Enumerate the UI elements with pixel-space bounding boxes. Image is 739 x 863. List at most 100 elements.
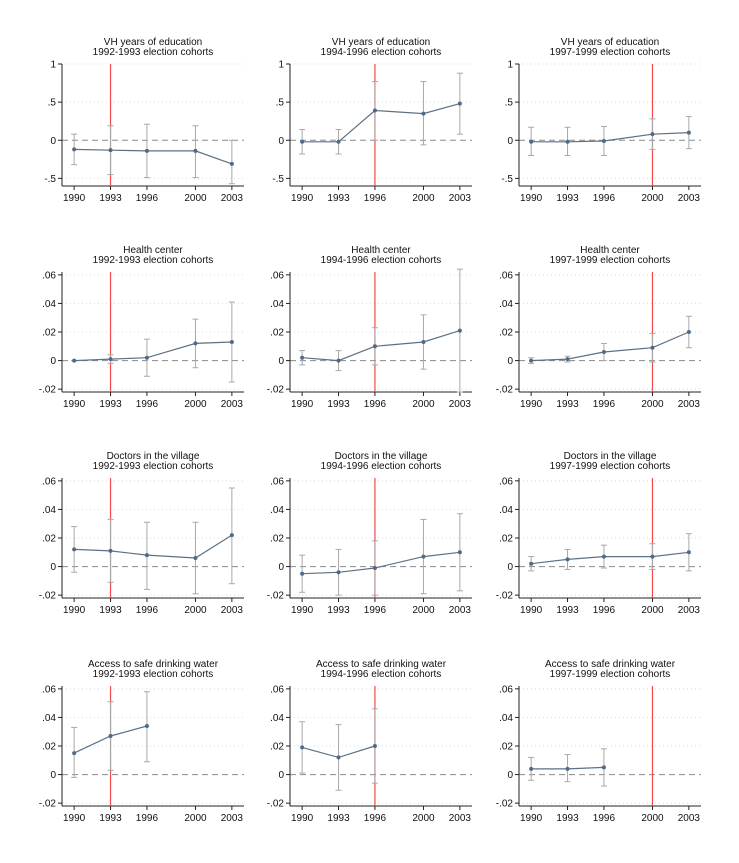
y-tick-label: .02 xyxy=(499,328,513,339)
x-tick-label: 1990 xyxy=(291,813,314,824)
x-tick-label: 2003 xyxy=(221,193,244,204)
x-tick-label: 1990 xyxy=(63,399,86,410)
y-tick-label: .02 xyxy=(42,328,56,339)
data-point xyxy=(565,357,570,362)
series-line xyxy=(74,148,233,165)
y-tick-label: .04 xyxy=(270,505,284,516)
data-point xyxy=(372,744,377,748)
y-tick-label: 0 xyxy=(507,356,513,367)
y-tick-label: .04 xyxy=(499,713,513,724)
data-point xyxy=(144,355,149,360)
series-line xyxy=(302,103,461,143)
x-tick-label: 2003 xyxy=(221,399,244,410)
series-line xyxy=(74,341,232,362)
x-tick-label: 2000 xyxy=(641,399,664,410)
y-tick-label: .04 xyxy=(42,505,56,516)
x-tick-label: 1996 xyxy=(593,399,616,410)
data-point xyxy=(336,570,341,575)
y-tick-label: .04 xyxy=(42,713,56,724)
y-tick-label: .04 xyxy=(499,505,513,516)
y-tick-label: 0 xyxy=(278,136,284,147)
data-point xyxy=(565,139,570,144)
y-tick-label: .06 xyxy=(499,476,513,487)
data-point xyxy=(193,148,198,153)
y-tick-label: .06 xyxy=(42,476,56,487)
x-tick-label: 1996 xyxy=(593,193,616,204)
x-tick-label: 2000 xyxy=(412,193,435,204)
x-tick-label: 1990 xyxy=(520,813,543,824)
y-tick-label: -.02 xyxy=(496,799,514,810)
data-point xyxy=(529,139,534,144)
data-point xyxy=(300,571,305,576)
data-point xyxy=(565,766,570,771)
x-tick-label: 1993 xyxy=(556,813,579,824)
data-point xyxy=(421,111,426,116)
x-tick-label: 1993 xyxy=(99,813,122,824)
y-tick-label: .06 xyxy=(499,684,513,695)
y-tick-label: -.02 xyxy=(496,591,514,602)
data-point xyxy=(193,341,198,346)
data-point xyxy=(529,358,534,363)
y-tick-label: -.02 xyxy=(39,385,57,396)
data-point xyxy=(601,350,606,354)
x-tick-label: 1993 xyxy=(327,605,350,616)
x-tick-label: 1996 xyxy=(136,813,159,824)
x-tick-label: 1993 xyxy=(556,605,579,616)
x-tick-label: 2000 xyxy=(641,193,664,204)
y-tick-label: 0 xyxy=(507,770,513,781)
panel-subtitle: 1992-1993 election cohorts xyxy=(93,47,214,58)
y-tick-label: .02 xyxy=(499,534,513,545)
x-tick-label: 1996 xyxy=(136,605,159,616)
x-tick-label: 1993 xyxy=(327,399,350,410)
data-point xyxy=(686,330,691,334)
data-point xyxy=(300,139,305,144)
panel-title: Doctors in the village xyxy=(564,451,657,462)
data-point xyxy=(336,755,341,760)
data-point xyxy=(650,345,655,350)
x-tick-label: 1990 xyxy=(63,605,86,616)
x-tick-label: 1993 xyxy=(556,399,579,410)
y-tick-label: 0 xyxy=(278,562,284,573)
y-tick-label: .02 xyxy=(42,742,56,753)
y-tick-label: .02 xyxy=(270,328,284,339)
data-point xyxy=(565,557,570,562)
y-tick-label: 1 xyxy=(50,60,56,71)
x-tick-label: 2000 xyxy=(641,605,664,616)
y-tick-label: -.02 xyxy=(39,799,57,810)
x-tick-label: 1993 xyxy=(556,193,579,204)
x-tick-label: 2003 xyxy=(678,399,701,410)
x-tick-label: 1996 xyxy=(136,399,159,410)
panel-subtitle: 1994-1996 election cohorts xyxy=(321,669,442,680)
y-tick-label: .5 xyxy=(505,98,514,109)
data-point xyxy=(650,554,655,559)
y-tick-label: .04 xyxy=(42,299,56,310)
panel-subtitle: 1992-1993 election cohorts xyxy=(93,461,214,472)
x-tick-label: 1990 xyxy=(520,399,543,410)
panel-subtitle: 1994-1996 election cohorts xyxy=(321,461,442,472)
data-point xyxy=(529,766,534,771)
panel-title: Doctors in the village xyxy=(107,451,200,462)
x-tick-label: 2003 xyxy=(678,813,701,824)
data-point xyxy=(108,548,113,553)
y-tick-label: .06 xyxy=(270,476,284,487)
data-point xyxy=(72,547,77,552)
y-tick-label: .04 xyxy=(499,299,513,310)
y-tick-label: .02 xyxy=(42,534,56,545)
x-tick-label: 2003 xyxy=(221,813,244,824)
y-tick-label: 0 xyxy=(50,562,56,573)
panel-title: VH years of education xyxy=(561,37,659,48)
x-tick-label: 2000 xyxy=(184,193,207,204)
x-tick-label: 1996 xyxy=(593,813,616,824)
y-tick-label: .02 xyxy=(499,742,513,753)
y-tick-label: -.02 xyxy=(267,385,285,396)
y-tick-label: 1 xyxy=(278,60,284,71)
x-tick-label: 1993 xyxy=(99,193,122,204)
